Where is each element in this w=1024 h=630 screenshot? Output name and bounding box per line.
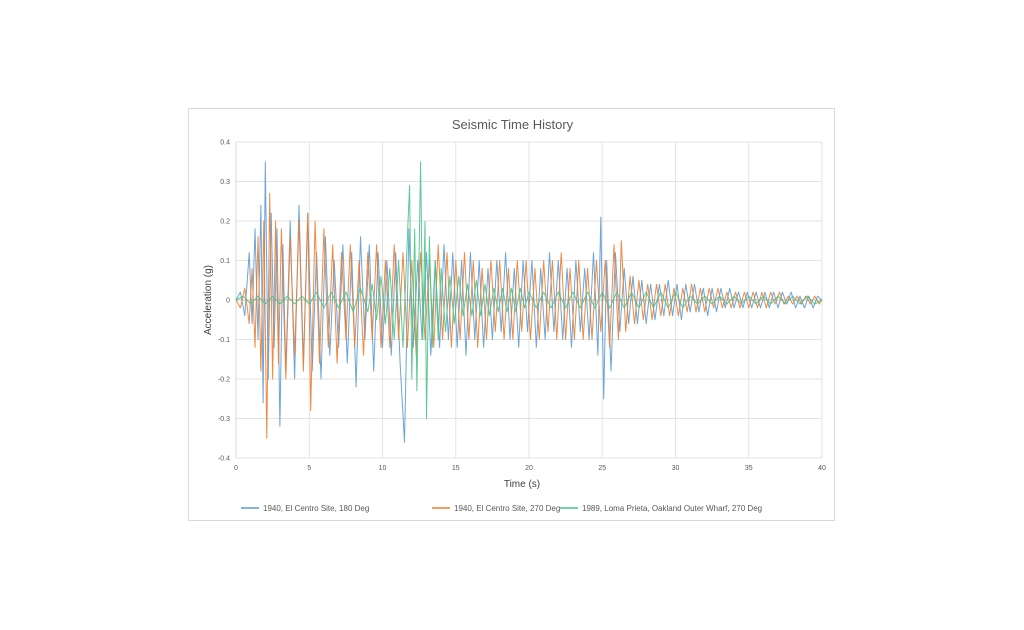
series-line-1 [235,161,823,443]
series-line-3 [235,161,823,419]
x-tick-label: 10 [379,465,387,472]
y-axis-label: Acceleration (g) [203,265,214,335]
y-tick-label: 0.1 [220,258,230,265]
y-tick-label: 0.4 [220,140,230,147]
chart-title: Seismic Time History [452,117,574,132]
y-tick-label: 0 [226,298,230,305]
x-tick-label: 0 [234,465,238,472]
legend-item-3: 1989, Loma Prieta, Oakland Outer Wharf, … [560,504,762,513]
y-tick-label: 0.3 [220,179,230,186]
legend: 1940, El Centro Site, 180 Deg 1940, El Ce… [241,504,762,513]
y-tick-label: 0.2 [220,219,230,226]
y-tick-label: -0.1 [218,337,230,344]
x-tick-label: 20 [525,465,533,472]
legend-label: 1989, Loma Prieta, Oakland Outer Wharf, … [582,504,762,513]
legend-label: 1940, El Centro Site, 180 Deg [263,504,369,513]
x-tick-label: 40 [818,465,826,472]
x-axis-label: Time (s) [504,479,540,490]
x-tick-label: 25 [598,465,606,472]
legend-label: 1940, El Centro Site, 270 Deg [454,504,560,513]
x-tick-label: 30 [672,465,680,472]
y-tick-label: -0.3 [218,416,230,423]
chart-frame: 0.4 0.3 0.2 0.1 0 -0.1 -0.2 -0.3 -0.4 0 5 10 15 20 25 3… [188,108,835,521]
x-tick-label: 15 [452,465,460,472]
y-tick-label: -0.2 [218,377,230,384]
y-tick-label: -0.4 [218,456,230,463]
legend-item-2: 1940, El Centro Site, 270 Deg [432,504,560,513]
series-line-2 [235,192,823,439]
x-tick-label: 5 [307,465,311,472]
seismic-chart: 0.4 0.3 0.2 0.1 0 -0.1 -0.2 -0.3 -0.4 0 5 10 15 20 25 3… [203,117,826,513]
series-layer [235,161,823,443]
x-tick-label: 35 [745,465,753,472]
legend-item-1: 1940, El Centro Site, 180 Deg [241,504,369,513]
